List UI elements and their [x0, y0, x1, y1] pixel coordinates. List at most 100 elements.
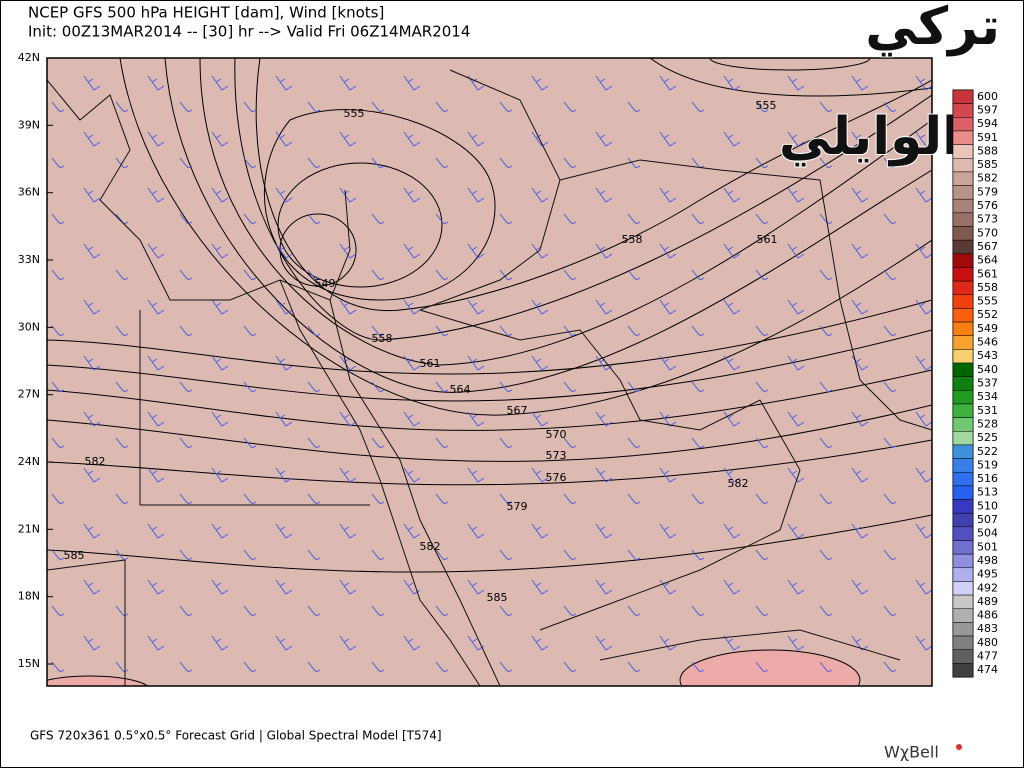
- contour-label: 585: [64, 549, 85, 562]
- colorbar-swatch: [952, 117, 974, 132]
- colorbar-swatch: [952, 553, 974, 569]
- colorbar-label: 522: [977, 445, 998, 458]
- brand-dot: [956, 744, 962, 750]
- colorbar-swatch: [952, 376, 974, 391]
- subtitle: Init: 00Z13MAR2014 -- [30] hr --> Valid …: [28, 23, 470, 41]
- lat-label: 18N: [18, 590, 40, 603]
- colorbar-label: 474: [977, 663, 998, 676]
- colorbar-label: 516: [977, 472, 998, 485]
- colorbar-swatch: [952, 581, 974, 596]
- colorbar-label: 519: [977, 458, 998, 471]
- map: [47, 58, 932, 686]
- colorbar-swatch: [952, 458, 974, 473]
- colorbar-swatch: [952, 294, 974, 309]
- colorbar-label: 525: [977, 431, 998, 444]
- colorbar-label: 546: [977, 336, 998, 349]
- watermark: الوايلي: [779, 107, 960, 167]
- lat-label: 39N: [18, 118, 40, 131]
- colorbar-swatch: [952, 89, 974, 104]
- colorbar-label: 513: [977, 486, 998, 499]
- colorbar-label: 600: [977, 90, 998, 103]
- colorbar-swatch: [952, 663, 974, 678]
- colorbar-label: 543: [977, 349, 998, 362]
- lat-label: 24N: [18, 455, 40, 468]
- colorbar-swatch: [952, 471, 974, 487]
- contour-label: 582: [420, 540, 441, 553]
- contour-label: 558: [622, 233, 643, 246]
- colorbar-label: 489: [977, 595, 998, 608]
- colorbar-label: 567: [977, 240, 998, 253]
- brand: WχBell: [884, 743, 939, 762]
- colorbar-label: 549: [977, 322, 998, 335]
- colorbar-label: 558: [977, 281, 998, 294]
- colorbar-swatch: [952, 622, 974, 637]
- colorbar-label: 570: [977, 226, 998, 239]
- colorbar-label: 504: [977, 527, 998, 540]
- contour-label: 555: [756, 99, 777, 112]
- colorbar-label: 573: [977, 213, 998, 226]
- contour-label: 570: [546, 428, 567, 441]
- colorbar-swatch: [952, 390, 974, 405]
- colorbar-swatch: [952, 567, 974, 582]
- colorbar-swatch: [952, 267, 974, 282]
- colorbar-swatch: [952, 417, 974, 432]
- colorbar-swatch: [952, 198, 974, 214]
- colorbar-label: 531: [977, 404, 998, 417]
- lat-label: 15N: [18, 657, 40, 670]
- colorbar-swatch: [952, 171, 974, 186]
- colorbar-swatch: [952, 431, 974, 446]
- map-frame: [46, 57, 933, 687]
- colorbar-swatch: [952, 144, 974, 159]
- contour-label: 555: [344, 107, 365, 120]
- lat-label: 33N: [18, 253, 40, 266]
- colorbar-label: 585: [977, 158, 998, 171]
- colorbar-swatch: [952, 649, 974, 664]
- colorbar-label: 492: [977, 581, 998, 594]
- colorbar-swatch: [952, 635, 974, 650]
- colorbar-label: 528: [977, 417, 998, 430]
- colorbar-label: 579: [977, 185, 998, 198]
- colorbar-swatch: [952, 103, 974, 118]
- colorbar-label: 552: [977, 308, 998, 321]
- colorbar-label: 555: [977, 295, 998, 308]
- lat-label: 27N: [18, 388, 40, 401]
- colorbar-swatch: [952, 253, 974, 268]
- contour-label: 576: [546, 471, 567, 484]
- colorbar-label: 486: [977, 609, 998, 622]
- lat-label: 36N: [18, 186, 40, 199]
- colorbar-label: 480: [977, 636, 998, 649]
- colorbar-swatch: [952, 362, 974, 377]
- colorbar-label: 594: [977, 117, 998, 130]
- colorbar-label: 477: [977, 650, 998, 663]
- colorbar-swatch: [952, 403, 974, 418]
- colorbar-swatch: [952, 512, 974, 528]
- colorbar-swatch: [952, 308, 974, 323]
- colorbar-label: 501: [977, 540, 998, 553]
- colorbar-label: 591: [977, 131, 998, 144]
- colorbar-swatch: [952, 212, 974, 227]
- colorbar-label: 582: [977, 172, 998, 185]
- colorbar-label: 588: [977, 144, 998, 157]
- colorbar-swatch: [952, 130, 974, 145]
- contour-label: 585: [487, 591, 508, 604]
- colorbar-swatch: [952, 239, 974, 255]
- title: NCEP GFS 500 hPa HEIGHT [dam], Wind [kno…: [28, 4, 384, 22]
- colorbar-label: 561: [977, 267, 998, 280]
- contour-label: 582: [85, 455, 106, 468]
- colorbar-swatch: [952, 526, 974, 541]
- colorbar-swatch: [952, 185, 974, 200]
- contour-label: 561: [757, 233, 778, 246]
- contour-label: 558: [372, 332, 393, 345]
- colorbar-label: 498: [977, 554, 998, 567]
- lat-label: 30N: [18, 320, 40, 333]
- colorbar-swatch: [952, 349, 974, 364]
- colorbar-swatch: [952, 280, 974, 296]
- contour-label: 573: [546, 449, 567, 462]
- colorbar-swatch: [952, 444, 974, 459]
- colorbar-label: 540: [977, 363, 998, 376]
- contour-label: 561: [420, 357, 441, 370]
- colorbar-swatch: [952, 321, 974, 336]
- colorbar-label: 534: [977, 390, 998, 403]
- colorbar-label: 507: [977, 513, 998, 526]
